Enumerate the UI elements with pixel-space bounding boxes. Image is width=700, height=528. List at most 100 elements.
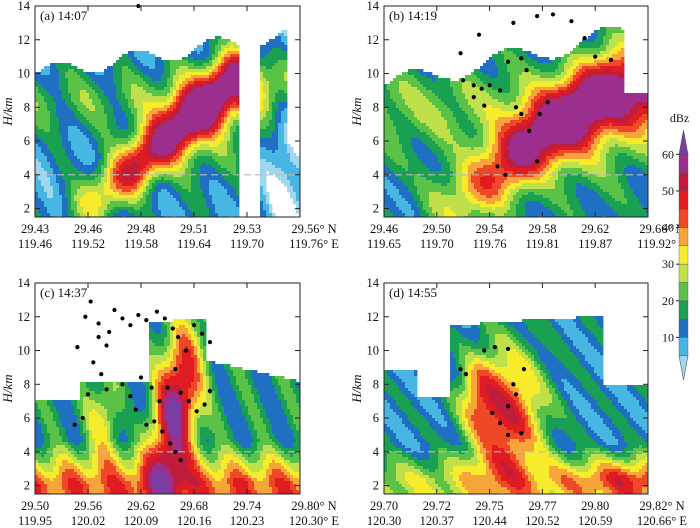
panel-c: 246810121429.50119.9529.56120.0229.62120… xyxy=(0,276,339,528)
lightning-point xyxy=(471,83,476,88)
lightning-point xyxy=(535,159,540,164)
lightning-point xyxy=(144,422,149,427)
colorbar-segment xyxy=(678,129,689,155)
reflectivity-field xyxy=(35,30,300,217)
lightning-point xyxy=(498,421,503,426)
colorbar-tick-label: 20 xyxy=(662,294,674,308)
colorbar-tick-label: 50 xyxy=(662,184,674,198)
y-axis-label: H/km xyxy=(349,374,364,403)
lightning-point xyxy=(569,19,574,24)
lightning-point xyxy=(162,316,167,321)
x-tick-lon: 119.87 xyxy=(578,237,612,251)
y-tick-label: 14 xyxy=(367,0,380,13)
reflectivity-field xyxy=(384,27,648,217)
lightning-point xyxy=(479,86,484,91)
x-tick-lon: 119.95 xyxy=(18,514,52,528)
y-tick-label: 10 xyxy=(367,67,380,81)
x-tick-lat: 29.46 xyxy=(74,222,102,236)
lightning-point xyxy=(550,12,556,17)
y-tick-label: 10 xyxy=(18,67,31,81)
lightning-point xyxy=(165,385,170,390)
x-tick-lat: 29.43 xyxy=(21,222,49,236)
y-axis-label: H/km xyxy=(0,97,15,126)
lightning-point xyxy=(207,388,212,394)
panel-frame xyxy=(383,5,649,218)
x-tick-lat: 29.80° N xyxy=(291,499,336,513)
y-tick-label: 10 xyxy=(367,344,380,358)
x-tick-lat: 29.68 xyxy=(180,499,208,513)
lightning-point xyxy=(99,372,104,377)
lightning-point xyxy=(537,111,542,117)
y-tick-label: 12 xyxy=(367,310,380,324)
x-tick-lat: 29.74 xyxy=(233,499,262,513)
x-tick-lon: 120.59 xyxy=(578,514,612,528)
lightning-point xyxy=(96,334,101,340)
y-tick-label: 6 xyxy=(24,134,30,148)
lightning-point xyxy=(80,415,85,421)
colorbar-segment xyxy=(678,263,689,283)
colorbar-tick-label: 10 xyxy=(662,330,674,344)
colorbar-tick-label: 30 xyxy=(662,257,674,271)
y-tick-label: 8 xyxy=(24,100,30,114)
lightning-point xyxy=(72,422,77,427)
lightning-point xyxy=(107,329,112,335)
x-tick-lon: 120.44 xyxy=(472,514,507,528)
lightning-point xyxy=(178,390,183,395)
lightning-point xyxy=(149,385,154,390)
panel-frame xyxy=(34,5,301,218)
y-tick-label: 6 xyxy=(24,411,30,425)
y-tick-label: 2 xyxy=(373,479,379,493)
y-tick-label: 14 xyxy=(18,0,31,13)
lightning-point xyxy=(505,59,511,64)
lightning-point xyxy=(503,172,508,177)
y-tick-label: 14 xyxy=(367,276,380,290)
lightning-point xyxy=(519,56,524,61)
lightning-point xyxy=(168,441,173,446)
panel-title: (c) 14:37 xyxy=(40,285,88,300)
lightning-point xyxy=(104,387,109,392)
lightning-point xyxy=(120,382,125,387)
x-tick-lon: 120.23 xyxy=(230,514,264,528)
x-tick-lon: 119.46 xyxy=(18,237,52,251)
lightning-point xyxy=(144,318,149,323)
y-axis-label: H/km xyxy=(349,97,364,126)
colorbar-segment xyxy=(678,172,689,192)
x-tick-lon: 120.37 xyxy=(420,514,454,528)
lightning-point xyxy=(490,410,495,416)
x-tick-lat: 29.66° N xyxy=(639,222,684,236)
lightning-point xyxy=(91,360,96,365)
y-tick-label: 8 xyxy=(24,377,30,391)
x-tick-lon: 120.16 xyxy=(177,514,211,528)
panel-title: (d) 14:55 xyxy=(389,285,437,300)
colorbar-segment xyxy=(678,209,689,228)
panel-a: 246810121429.43119.4629.46119.5229.48119… xyxy=(0,0,339,251)
lightning-point xyxy=(128,393,133,399)
x-tick-lon: 120.09 xyxy=(124,514,158,528)
y-tick-label: 6 xyxy=(373,134,379,148)
y-axis-label: H/km xyxy=(0,374,15,403)
lightning-point xyxy=(199,331,205,336)
y-tick-label: 2 xyxy=(373,202,379,216)
x-tick-lat: 29.56 xyxy=(74,499,102,513)
panel-frame xyxy=(34,282,301,495)
y-tick-label: 2 xyxy=(24,479,30,493)
x-tick-lat: 29.62 xyxy=(127,499,155,513)
lightning-point xyxy=(482,103,487,108)
x-tick-lat: 29.72 xyxy=(423,499,451,513)
lightning-point xyxy=(505,432,511,438)
lightning-point xyxy=(487,83,492,88)
lightning-point xyxy=(476,32,482,37)
y-tick-label: 12 xyxy=(367,33,380,47)
lightning-point xyxy=(88,299,93,304)
x-tick-lat: 29.48 xyxy=(127,222,155,236)
lightning-point xyxy=(104,343,109,348)
x-tick-lat: 29.62 xyxy=(581,222,609,236)
y-tick-label: 4 xyxy=(373,445,380,459)
lightning-point xyxy=(471,95,476,100)
x-tick-lon: 119.92° E xyxy=(637,237,687,251)
lightning-point xyxy=(495,164,500,169)
lightning-point xyxy=(492,345,497,350)
lightning-point xyxy=(136,312,141,318)
lightning-point xyxy=(178,458,183,463)
